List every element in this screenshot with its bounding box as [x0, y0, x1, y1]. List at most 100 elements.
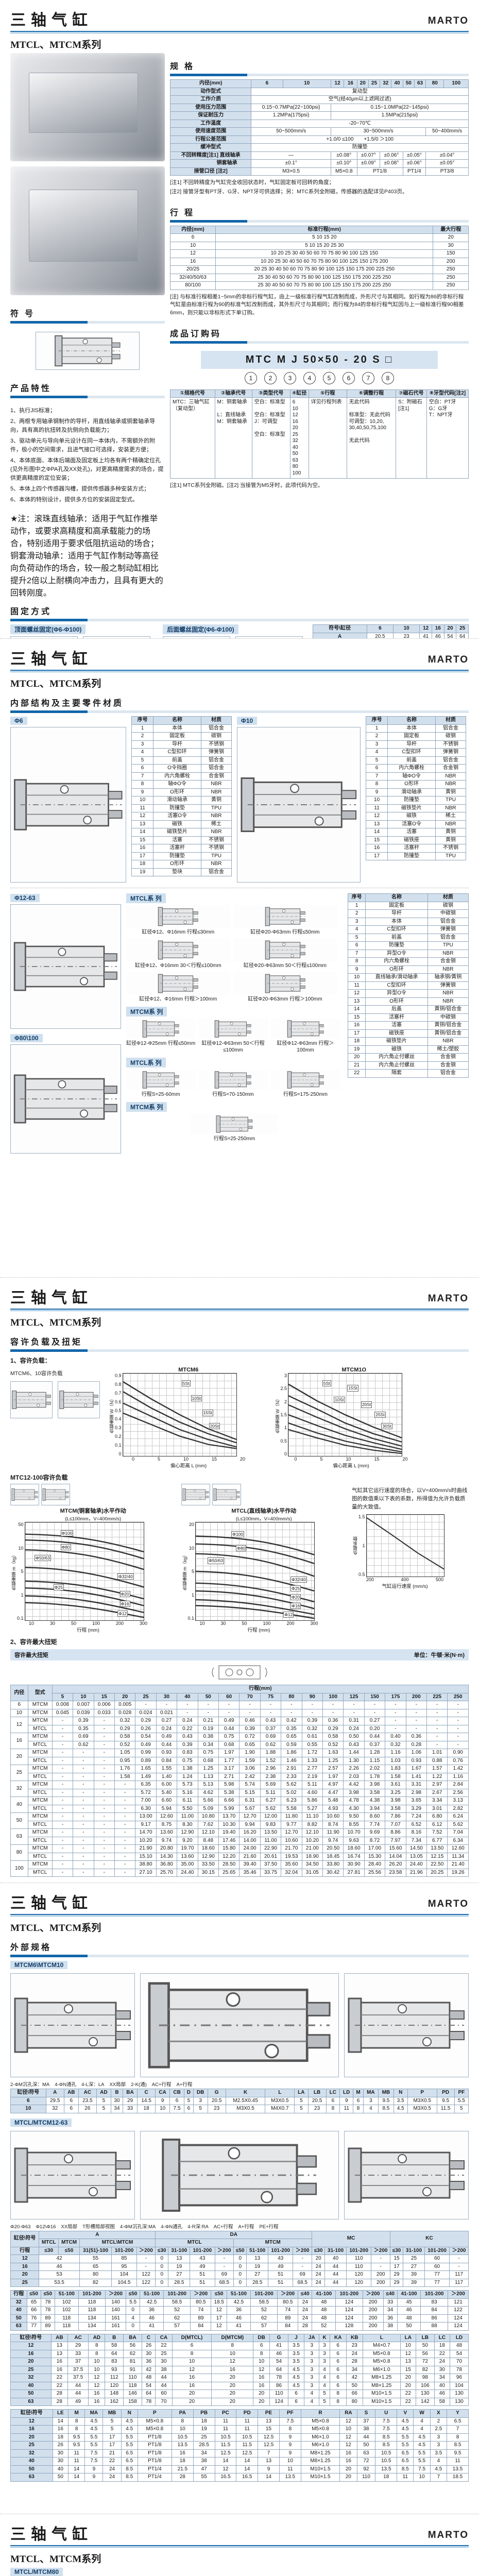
table-cell: 5.5 — [397, 2441, 414, 2450]
table-cell: C型扣环 — [387, 748, 436, 757]
table-cell: 序号 — [131, 716, 154, 725]
table-cell: 5.5 — [454, 2096, 469, 2105]
table-cell: 89 — [40, 2314, 56, 2323]
table-cell: 4.62 — [197, 1788, 219, 1797]
table-cell: ≤50 — [233, 2246, 247, 2255]
table-cell: 2.56 — [447, 1788, 469, 1797]
table-cell: 18.5 — [447, 2473, 469, 2482]
table-cell: 75 — [260, 1692, 282, 1701]
variant-caption: 行程S=25-250mm — [213, 1136, 255, 1142]
table-cell: 55 — [79, 2255, 112, 2263]
table-cell: 18.60 — [197, 1844, 219, 1853]
order-code-example: MTC M J 50×50 - 20 S □ — [201, 350, 438, 369]
table-cell: 20 — [211, 2374, 254, 2382]
table-cell: LA — [294, 2089, 309, 2097]
table-cell: M5×0.8 — [300, 2417, 340, 2426]
table-cell: LC — [326, 2089, 340, 2097]
table-cell: 防撞垫 — [153, 804, 201, 812]
table-cell: 5.15 — [239, 1788, 261, 1797]
table-cell: S — [356, 2409, 376, 2418]
table-cell: 21.40 — [447, 1860, 469, 1869]
table-cell: 30 — [156, 1692, 178, 1701]
table-cell: CA — [155, 2333, 173, 2342]
xtick: 0 — [294, 1456, 297, 1462]
table-cell: 50 — [10, 2314, 27, 2323]
table-cell: 12 — [88, 2374, 106, 2382]
table-cell: 0.50 — [343, 1733, 365, 1741]
table-cell: 225 — [426, 1692, 448, 1701]
table-cell: 使用压力范围 — [169, 103, 252, 112]
table-cell: NBR — [427, 949, 469, 958]
table-cell: 0.24 — [343, 1724, 365, 1733]
table-cell: 29 — [390, 2278, 404, 2287]
section-bar — [170, 74, 469, 76]
table-cell: 200 — [362, 2314, 384, 2323]
table-cell: 8.72 — [364, 1836, 386, 1845]
table-cell: 9.74 — [156, 1836, 178, 1845]
ytick: 50 — [18, 1522, 24, 1527]
table-cell: - — [447, 1708, 469, 1717]
section-title: 行 程 — [170, 208, 195, 217]
variant-caption: 缸径Φ12、Φ16mm 行程≤30mm — [142, 929, 215, 935]
table-cell: ＞200 — [105, 2290, 127, 2299]
table-cell: 50 — [402, 79, 415, 88]
table-cell: 12 — [211, 2306, 228, 2315]
load-subtitle-1b: MTCM6、10容许负载 — [10, 1370, 63, 1377]
table-cell: 19 — [131, 868, 154, 876]
table-cell: 9 — [155, 2096, 170, 2105]
table-cell: 3.5 — [393, 2096, 408, 2105]
table-cell: 0.43 — [343, 1740, 365, 1749]
table-cell: 0.15~0.7MPa(22~100psi) — [251, 103, 331, 112]
table-cell: - — [73, 1828, 94, 1837]
table-cell: M10×1.5 — [362, 2389, 401, 2398]
table-cell: - — [156, 1701, 178, 1709]
table-cell: 50 — [356, 2441, 376, 2450]
table-cell: - — [52, 1765, 74, 1773]
table-cell: 46 — [269, 2349, 288, 2358]
table-cell: 14 — [365, 828, 388, 837]
table-cell: 45 — [397, 2298, 421, 2307]
xtick: 10 — [199, 1621, 205, 1626]
table-cell: 43 — [268, 2255, 294, 2263]
table-cell: 118 — [123, 2381, 142, 2390]
table-cell: 不锈钢 — [435, 844, 467, 853]
table-cell: 83 — [420, 2298, 448, 2307]
table-cell: 不锈钢 — [435, 740, 467, 749]
table-cell: 16 — [169, 257, 216, 266]
table-cell: 124 — [447, 2314, 469, 2323]
table-cell: 材质 — [200, 716, 232, 725]
table-cell: NBR — [200, 812, 232, 821]
table-cell: 9 — [131, 788, 154, 796]
table-cell: 58 — [434, 2397, 450, 2406]
table-cell: - — [214, 2255, 234, 2263]
chart-mtcl-horizontal: MTCL(直线轴承)水平作动 (L≤100mm，V=400mm/s) 负载重量 … — [181, 1484, 347, 1633]
series-label: 15St — [202, 1410, 214, 1416]
table-cell: 25 — [403, 2255, 425, 2263]
dim-table-stroke-12-25: 缸径\符号 A DA MC KC MTCL MTCM MTCL\MTCM MTCL MTCM 行程 ≤… — [10, 2230, 469, 2287]
spec-table: 内径(mm) 6 10 12 16 20 25 32 40 50 63 80 100 动作型式 复动型 工作介… — [169, 79, 469, 176]
table-cell: 48 — [397, 2314, 421, 2323]
table-cell: 15 — [365, 836, 388, 844]
table-cell: 1.13 — [197, 1772, 219, 1781]
table-cell: 35.60 — [281, 1860, 302, 1869]
table-cell: 5.11 — [260, 1788, 282, 1797]
table-cell: 121 — [447, 2298, 469, 2307]
table-cell: - — [52, 1828, 74, 1837]
speed-note: 气缸其它运行速度的场合，以V=400mm/s时曲线图的数值乘以下表的系数，所得值… — [352, 1487, 468, 1510]
table-cell: 0.19 — [197, 1724, 219, 1733]
right-column: 规 格 内径(mm) 6 10 12 16 20 25 32 40 50 63 80 100 动作型式 复动… — [169, 53, 469, 598]
table-cell: 0.27 — [156, 1717, 178, 1725]
table-cell: 14 — [131, 828, 154, 837]
table-cell: 125 — [343, 1692, 365, 1701]
table-cell: 7 — [258, 2449, 280, 2458]
xtick: 15 — [374, 1456, 380, 1462]
dim-drawing-rear-12-63 — [344, 2130, 469, 2219]
table-cell: - — [218, 1701, 240, 1709]
table-cell: 6 — [326, 2096, 340, 2105]
table-cell: 28 — [171, 2473, 194, 2482]
table-cell: 44 — [155, 2374, 173, 2382]
table-cell: 14 — [214, 2457, 237, 2466]
table-cell: 8.5 — [378, 2105, 394, 2113]
table-cell: 10 20 25 30 40 50 60 70 75 80 90 100 125… — [215, 257, 434, 266]
torque-caption: 容许最大扭矩 — [14, 1652, 48, 1658]
